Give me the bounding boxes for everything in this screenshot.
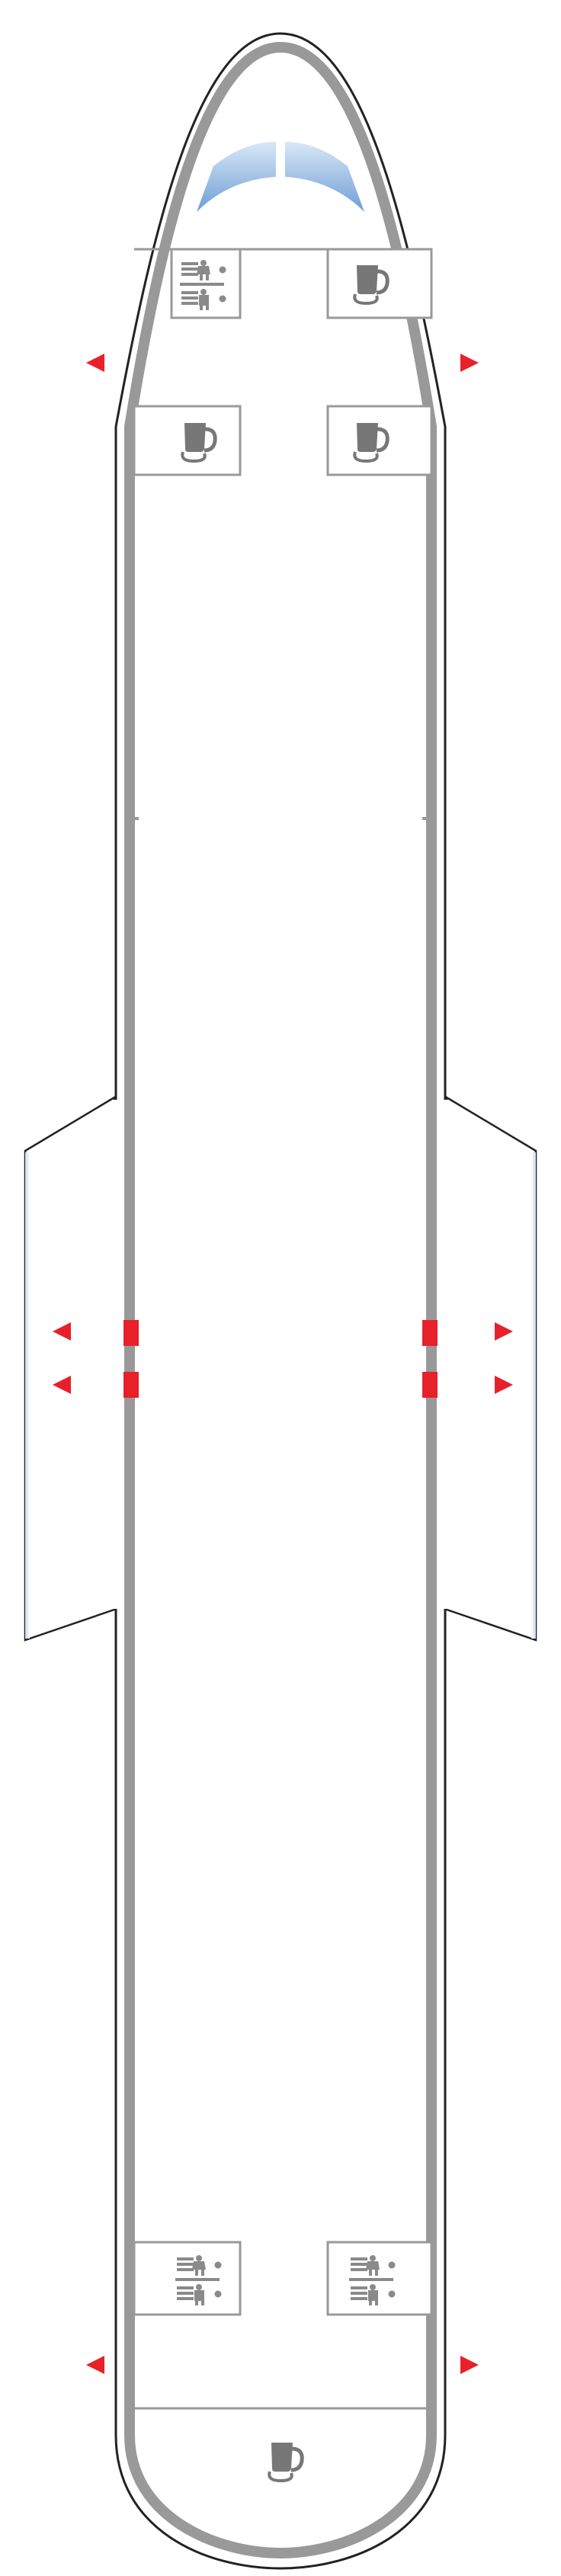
left-galley[interactable] bbox=[133, 405, 242, 476]
front-left-lavatory[interactable] bbox=[170, 248, 242, 319]
right-wing bbox=[445, 1095, 537, 1642]
front-right-galley[interactable] bbox=[326, 248, 433, 319]
exit-arrow-icon bbox=[86, 354, 104, 372]
left-wing bbox=[24, 1095, 116, 1642]
rear-left-lavatory[interactable] bbox=[133, 2241, 242, 2316]
exit-arrow-icon bbox=[460, 2356, 479, 2374]
exit-arrow-icon bbox=[460, 354, 479, 372]
right-galley[interactable] bbox=[326, 405, 433, 476]
cockpit-windows bbox=[197, 142, 364, 212]
overwing-exit-doors bbox=[123, 1320, 438, 1398]
cabin-wall bbox=[124, 41, 437, 2559]
exit-arrow-icon bbox=[86, 2356, 104, 2374]
rear-right-lavatory[interactable] bbox=[326, 2241, 433, 2316]
